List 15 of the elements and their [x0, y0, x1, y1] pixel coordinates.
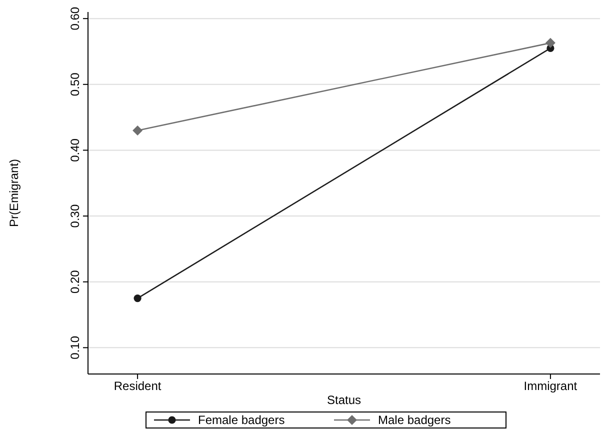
x-tick-label: Immigrant: [524, 379, 578, 393]
y-axis-title: Pr(Emigrant): [7, 158, 21, 228]
y-tick-label: 0.30: [68, 204, 82, 228]
x-axis-title: Status: [326, 393, 362, 407]
y-tick-label: 0.40: [68, 138, 82, 162]
y-tick-label: 0.60: [68, 6, 82, 30]
point: [134, 294, 142, 302]
x-tick-label: Resident: [114, 379, 162, 393]
legend-label: Female badgers: [198, 413, 285, 427]
y-tick-label: 0.50: [68, 72, 82, 96]
y-tick-label: 0.20: [68, 270, 82, 294]
y-tick-label: 0.10: [68, 336, 82, 360]
point: [545, 38, 556, 48]
legend-label: Male badgers: [378, 413, 451, 427]
point: [132, 125, 143, 136]
